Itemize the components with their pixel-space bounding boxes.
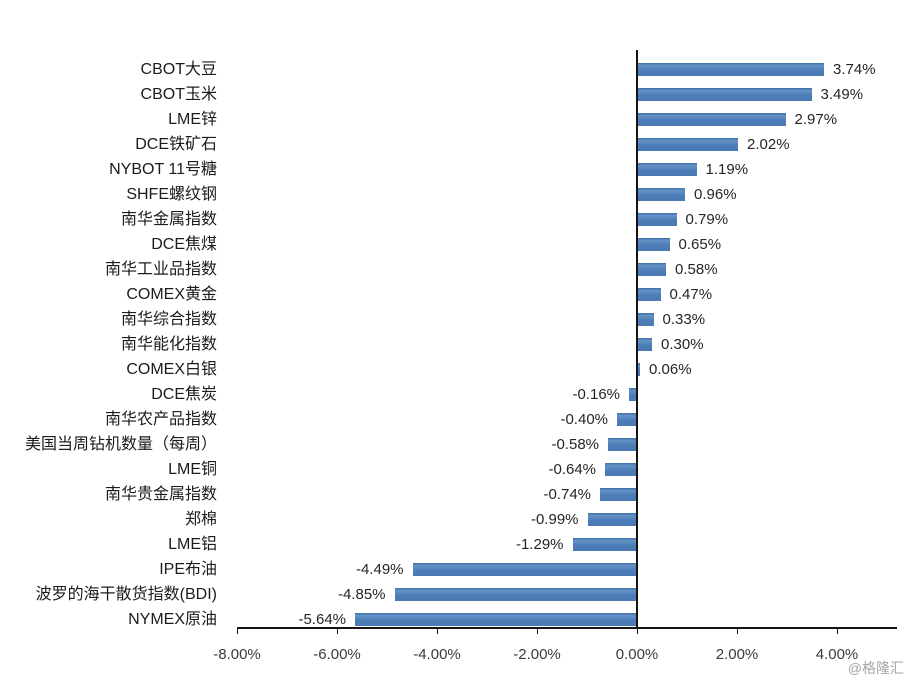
x-axis-tick-label: -8.00% [213, 646, 261, 663]
bar [637, 363, 640, 376]
value-label: -5.64% [298, 610, 346, 628]
category-label: CBOT玉米 [140, 85, 217, 103]
value-label: -0.16% [572, 385, 620, 403]
bar [637, 163, 697, 176]
category-label: NYMEX原油 [128, 610, 217, 628]
x-axis-tick-mark [337, 629, 338, 634]
category-label: DCE焦煤 [151, 235, 217, 253]
bar [637, 63, 824, 76]
category-label: LME锌 [168, 110, 217, 128]
category-label: DCE铁矿石 [135, 135, 217, 153]
x-axis-tick-mark [737, 629, 738, 634]
zero-axis-line [636, 50, 638, 629]
category-label: 南华能化指数 [120, 335, 217, 353]
x-axis-tick-mark [437, 629, 438, 634]
category-label: COMEX黄金 [126, 285, 217, 303]
value-label: -4.85% [337, 585, 386, 603]
bar [637, 313, 654, 326]
bar [587, 513, 637, 526]
x-axis-tick-label: -6.00% [313, 646, 361, 663]
value-label: 0.06% [649, 360, 692, 378]
bar [637, 338, 652, 351]
bar [608, 438, 637, 451]
category-label: NYBOT 11号糖 [109, 160, 217, 178]
category-label: 南华工业品指数 [104, 260, 217, 278]
value-label: -0.99% [530, 510, 579, 528]
x-axis-tick-label: 4.00% [815, 646, 859, 663]
category-label: LME铜 [168, 460, 217, 478]
bar [637, 238, 670, 251]
x-axis-tick-mark [837, 629, 838, 634]
bar [629, 388, 637, 401]
value-label: 0.96% [694, 185, 737, 203]
category-label: 美国当周钻机数量（每周） [24, 435, 217, 453]
bar [355, 613, 637, 626]
x-axis-tick-label: 0.00% [615, 646, 659, 663]
category-label: 南华贵金属指数 [104, 485, 217, 503]
category-label: CBOT大豆 [140, 60, 217, 78]
bar [637, 88, 812, 101]
value-label: -0.64% [548, 460, 596, 478]
x-axis-tick-label: 2.00% [715, 646, 759, 663]
bar [605, 463, 637, 476]
value-label: -0.74% [543, 485, 591, 503]
x-axis-tick-mark [637, 629, 638, 634]
value-label: 2.02% [747, 135, 790, 153]
x-axis-tick-mark [237, 629, 238, 634]
value-label: -0.40% [560, 410, 608, 428]
value-label: 1.19% [705, 160, 749, 178]
bar [617, 413, 637, 426]
category-label: 波罗的海干散货指数(BDI) [35, 585, 217, 603]
x-axis-tick-label: -2.00% [513, 646, 561, 663]
category-label: 南华金属指数 [120, 210, 217, 228]
value-label: 0.30% [661, 335, 704, 353]
value-label: -4.49% [355, 560, 404, 578]
category-label: 南华农产品指数 [104, 410, 217, 428]
x-axis-tick-label: -4.00% [413, 646, 461, 663]
bar [637, 113, 786, 126]
category-label: LME铝 [168, 535, 217, 553]
value-label: 0.79% [685, 210, 729, 228]
value-label: 2.97% [794, 110, 838, 128]
value-label: -0.58% [551, 435, 599, 453]
bar [600, 488, 637, 501]
category-label: 南华综合指数 [120, 310, 217, 328]
bar [572, 538, 637, 551]
category-label: COMEX白银 [126, 360, 217, 378]
bar [637, 188, 685, 201]
category-label: 郑棉 [184, 510, 217, 528]
value-label: 0.58% [675, 260, 718, 278]
bar [394, 588, 637, 601]
watermark: @格隆汇 [847, 660, 904, 676]
value-label: -1.29% [515, 535, 564, 553]
bar [412, 563, 637, 576]
value-label: 0.47% [669, 285, 713, 303]
value-label: 0.33% [662, 310, 706, 328]
value-label: 3.74% [833, 60, 876, 78]
x-axis-tick-mark [537, 629, 538, 634]
bar [637, 263, 666, 276]
category-label: IPE布油 [159, 560, 217, 578]
x-axis-line [237, 627, 897, 629]
bar [637, 213, 677, 226]
bar [637, 138, 738, 151]
value-label: 0.65% [678, 235, 722, 253]
bar [637, 288, 661, 301]
category-label: DCE焦炭 [151, 385, 217, 403]
value-label: 3.49% [820, 85, 864, 103]
category-label: SHFE螺纹钢 [126, 185, 217, 203]
